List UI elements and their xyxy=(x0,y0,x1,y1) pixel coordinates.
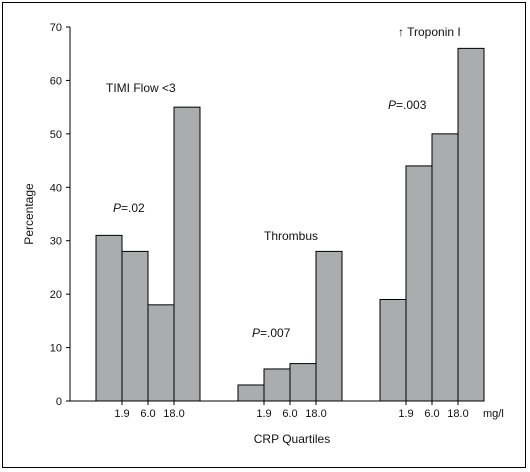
p-value-number: =.02 xyxy=(121,201,145,215)
x-axis-label: CRP Quartiles xyxy=(254,432,330,446)
x-tick-label: 6.0 xyxy=(140,408,155,420)
p-value-prefix: P xyxy=(252,326,260,340)
p-value-prefix: P xyxy=(388,98,396,112)
y-tick-label: 60 xyxy=(50,75,62,87)
bar xyxy=(457,47,485,402)
bar xyxy=(147,304,175,402)
bar xyxy=(431,133,459,402)
bars xyxy=(95,47,485,402)
y-tick-label: 10 xyxy=(50,343,62,355)
y-tick-label: 20 xyxy=(50,289,62,301)
bar xyxy=(315,250,343,402)
y-tick-label: 70 xyxy=(50,22,62,34)
bar xyxy=(289,363,317,402)
p-value-prefix: P xyxy=(113,201,121,215)
y-tick-label: 50 xyxy=(50,129,62,141)
group-label: Thrombus xyxy=(264,229,318,243)
x-tick-label: 1.9 xyxy=(256,408,271,420)
bar xyxy=(379,298,407,402)
x-tick-label: 1.9 xyxy=(114,408,129,420)
y-tick-label: 40 xyxy=(50,182,62,194)
group-label: ↑ Troponin I xyxy=(398,25,461,39)
x-tick-label: 18.0 xyxy=(163,408,184,420)
bar xyxy=(95,234,123,402)
x-unit-label: mg/l xyxy=(483,408,504,420)
y-tick-label: 30 xyxy=(50,236,62,248)
p-value-annotation: P=.003 xyxy=(388,98,427,112)
x-tick-label: 6.0 xyxy=(424,408,439,420)
p-value-number: =.003 xyxy=(396,98,427,112)
x-tick-label: 18.0 xyxy=(447,408,468,420)
bar xyxy=(237,384,265,402)
bar xyxy=(263,368,291,402)
group-label: TIMI Flow <3 xyxy=(106,81,176,95)
p-value-annotation: P=.02 xyxy=(113,201,145,215)
y-axis-label: Percentage xyxy=(22,183,36,245)
x-tick-label: 1.9 xyxy=(398,408,413,420)
x-tick-label: 6.0 xyxy=(282,408,297,420)
y-tick-label: 0 xyxy=(56,396,62,408)
x-tick-label: 18.0 xyxy=(305,408,326,420)
bar xyxy=(405,165,433,402)
p-value-number: =.007 xyxy=(260,326,291,340)
bar xyxy=(121,250,149,402)
p-value-annotation: P=.007 xyxy=(252,326,291,340)
bar xyxy=(173,106,201,402)
